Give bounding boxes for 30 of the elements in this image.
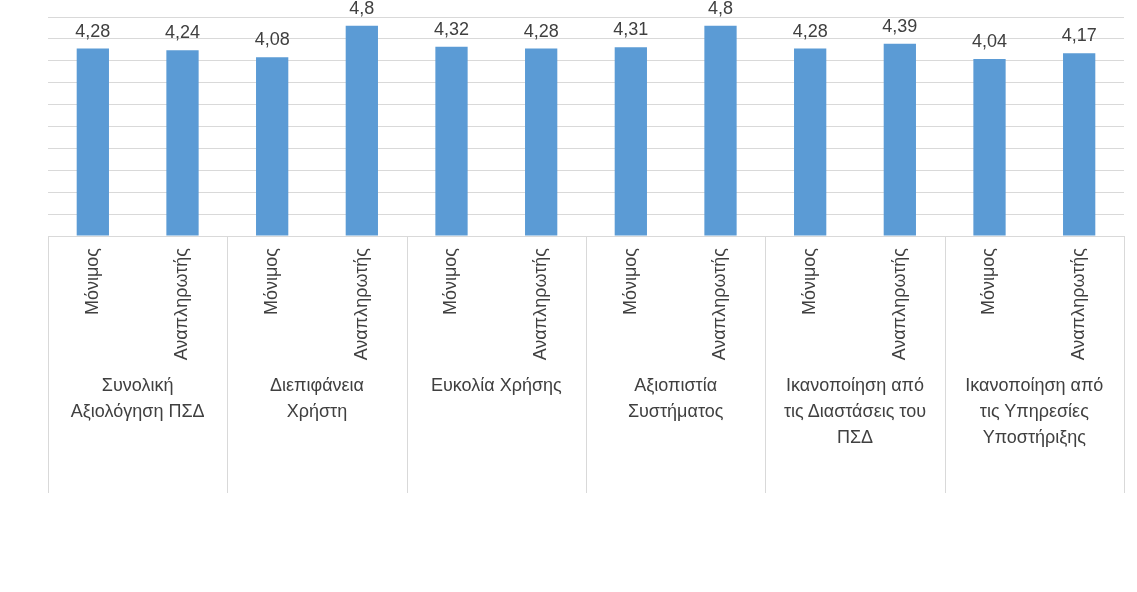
data-label: 4,04 [971,31,1008,52]
x-tick-label: Μόνιμος [978,247,999,316]
text: Διεπιφάνεια Χρήστη [270,374,364,421]
text: Συνολική Αξιολόγηση ΠΣΔ [70,374,205,421]
text: Ικανοποίηση από τις Διαστάσεις του ΠΣΔ [783,374,927,447]
text: Ικανοποίηση από τις Υπηρεσίες Υποστήριξης [965,374,1104,447]
data-label: 4,39 [882,15,918,36]
x-tick-label: Μόνιμος [799,247,820,316]
data-label: 4,8 [707,0,734,18]
data-label: 4,24 [164,22,201,43]
x-tick-label: Αναπληρωτής [709,247,730,361]
x-tick-label: Μόνιμος [261,247,282,316]
x-tick-label: Μόνιμος [81,247,102,316]
data-label: 4,17 [1061,25,1097,46]
x-tick-label: Αναπληρωτής [171,247,192,361]
data-label: 4,28 [75,20,111,41]
data-label: 4,28 [523,20,559,41]
x-tick-label: Μόνιμος [440,247,461,316]
x-tick-label: Αναπληρωτής [350,247,371,361]
x-tick-label: Αναπληρωτής [530,247,551,361]
data-label: 4,08 [254,29,290,50]
text: Αξιοπιστία Συστήματος [627,374,724,421]
data-label: 4,32 [433,18,470,39]
x-tick-label: Αναπληρωτής [1068,247,1089,361]
data-label: 4,31 [613,19,649,40]
x-tick-label: Αναπληρωτής [888,247,909,361]
data-label: 4,8 [349,0,375,18]
x-tick-label: Μόνιμος [619,247,640,316]
data-label: 4,28 [792,20,828,41]
text: Ευκολία Χρήσης [430,374,563,395]
